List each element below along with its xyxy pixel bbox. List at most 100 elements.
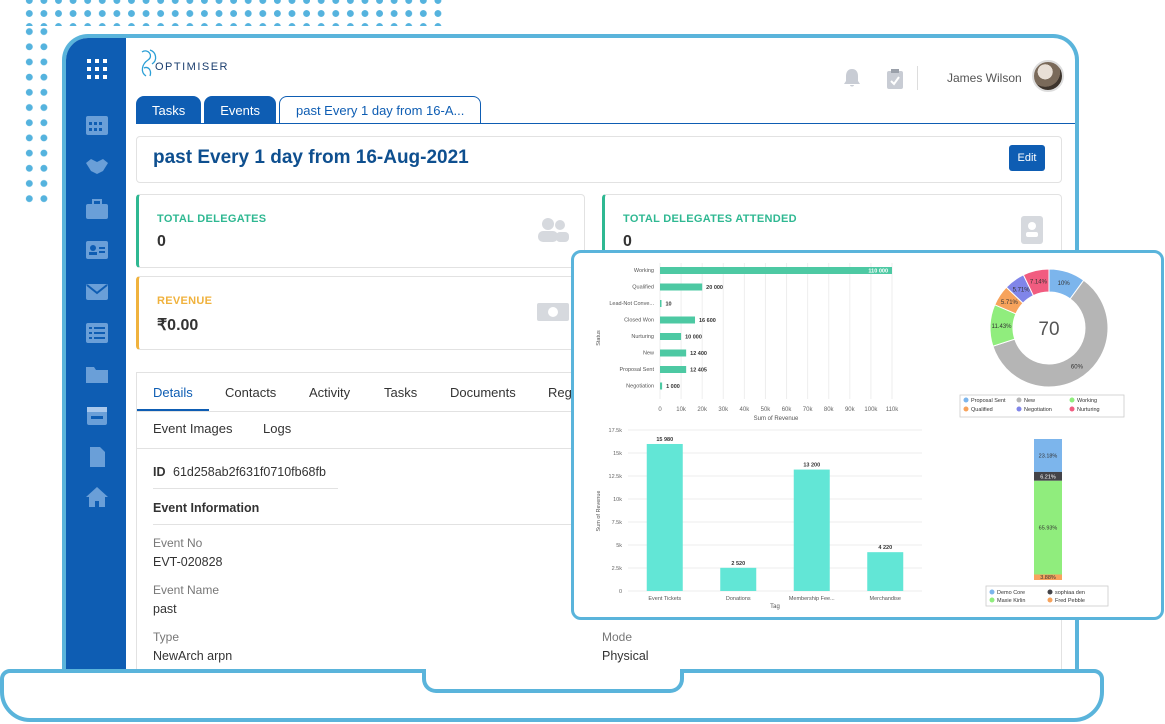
- bar: [660, 267, 892, 274]
- y-tick-label: 10k: [613, 497, 622, 503]
- tab-logs[interactable]: Logs: [263, 421, 292, 436]
- tab-contacts[interactable]: Contacts: [225, 385, 277, 400]
- contact-card-icon[interactable]: [84, 239, 110, 261]
- event-information-heading: Event Information: [153, 501, 260, 515]
- tab-details[interactable]: Details: [153, 385, 193, 400]
- bar: [660, 316, 696, 324]
- tab-current-event[interactable]: past Every 1 day from 16-A...: [278, 96, 482, 124]
- total-delegates-card: TOTAL DELEGATES 0: [136, 194, 585, 268]
- legend-label: Proposal Sent: [971, 398, 1006, 404]
- list-icon[interactable]: [84, 322, 110, 344]
- tab-events[interactable]: Events: [204, 96, 276, 124]
- slice-label: 10%: [1058, 281, 1071, 287]
- tab-tasks-detail[interactable]: Tasks: [384, 385, 418, 400]
- calendar-icon[interactable]: [84, 113, 110, 135]
- legend-label: Maxie Kirlin: [997, 598, 1025, 604]
- laptop-base-notch: [422, 669, 684, 693]
- legend-marker: [1047, 589, 1053, 595]
- mail-icon[interactable]: [84, 281, 110, 303]
- home-icon[interactable]: [84, 486, 110, 508]
- category-label: Merchandise: [870, 596, 902, 602]
- dashboard-charts: 0 10k 20k 30k 40k 50k 60k 70k 80k 90k 100k 110k Work…: [596, 263, 1125, 610]
- bar: [660, 349, 687, 357]
- event-name-value: past: [153, 602, 177, 616]
- briefcase-icon[interactable]: [84, 198, 110, 220]
- category-label: Donations: [726, 596, 751, 602]
- segment-label: 23.18%: [1039, 453, 1058, 459]
- tab-event-images[interactable]: Event Images: [153, 421, 233, 436]
- logo-text: OPTIMISER: [155, 61, 230, 73]
- legend-marker: [1069, 406, 1075, 412]
- x-tick-label: 70k: [803, 407, 814, 413]
- legend-marker: [1069, 397, 1075, 403]
- legend-label: Working: [1077, 398, 1097, 404]
- data-label: 110 000: [868, 269, 888, 275]
- donut-legend-box: [959, 394, 1125, 418]
- status-revenue-chart: 0 10k 20k 30k 40k 50k 60k 70k 80k 90k 100k 110k Work…: [596, 263, 899, 422]
- legend-label: Demo Core: [997, 590, 1025, 596]
- user-name[interactable]: James Wilson: [947, 71, 1022, 85]
- edit-button[interactable]: Edit: [1009, 145, 1045, 171]
- mode-value: Physical: [602, 649, 649, 663]
- details-panel: Details Contacts Activity Tasks Document…: [136, 372, 1062, 694]
- revenue-card: REVENUE ₹0.00: [136, 276, 585, 350]
- bell-icon[interactable]: [842, 68, 862, 88]
- task-clipboard-icon[interactable]: [886, 68, 904, 90]
- x-tick-label: 80k: [824, 407, 835, 413]
- data-label: 2 520: [731, 561, 745, 567]
- donut-slice: [992, 279, 1109, 388]
- y-axis-title: Status: [596, 330, 602, 346]
- folder-icon[interactable]: [84, 363, 110, 385]
- bar: [720, 567, 757, 591]
- page-title: past Every 1 day from 16-Aug-2021: [153, 147, 469, 168]
- type-value: NewArch arpn: [153, 649, 233, 663]
- legend-label: sophiaa den: [1055, 590, 1085, 596]
- decorative-dots-left: [22, 26, 52, 208]
- dashboard-overlay: 0 10k 20k 30k 40k 50k 60k 70k 80k 90k 100k 110k Work…: [571, 250, 1164, 620]
- handshake-icon[interactable]: [84, 155, 110, 177]
- category-label: Lead-Not Conve...: [609, 301, 654, 307]
- document-icon[interactable]: [84, 446, 110, 468]
- category-label: Negotiation: [626, 384, 654, 390]
- legend-label: Nurturing: [1077, 407, 1100, 413]
- tab-registrations[interactable]: Regi: [548, 385, 575, 400]
- category-label: Working: [634, 268, 654, 274]
- total-delegates-label: TOTAL DELEGATES: [157, 213, 267, 225]
- bar: [660, 366, 687, 373]
- bar: [660, 300, 662, 307]
- legend-marker: [1016, 406, 1022, 412]
- sidebar: [66, 38, 126, 694]
- legend-marker: [963, 406, 969, 412]
- legend-label: New: [1024, 398, 1035, 404]
- users-icon: [538, 218, 569, 242]
- donut-slice: [1022, 268, 1050, 297]
- apps-grid-icon[interactable]: [84, 58, 110, 80]
- tag-revenue-chart: 0 2.5k 5k 7.5k 10k 12.5k 15k 17.5k 15 980 Event T…: [596, 428, 922, 610]
- tab-documents[interactable]: Documents: [450, 385, 516, 400]
- data-label: 1 000: [666, 384, 680, 390]
- bar: [867, 552, 904, 591]
- title-card: past Every 1 day from 16-Aug-2021 Edit: [136, 136, 1062, 183]
- donut-center-value: 70: [1038, 319, 1059, 340]
- avatar[interactable]: [1032, 60, 1064, 92]
- slice-label: 5.71%: [1013, 288, 1031, 294]
- record-tabs: Tasks Events past Every 1 day from 16-A.…: [136, 96, 484, 124]
- optimiser-logo: [141, 49, 157, 77]
- slice-label: 60%: [1071, 364, 1084, 370]
- total-attended-label: TOTAL DELEGATES ATTENDED: [623, 213, 797, 225]
- stack-segment: [1034, 480, 1062, 575]
- event-calendar-icon[interactable]: [84, 404, 110, 426]
- contact-book-icon: [1021, 216, 1043, 244]
- x-tick-label: 20k: [697, 407, 708, 413]
- y-tick-label: 12.5k: [609, 474, 623, 480]
- data-label: 10 000: [685, 335, 702, 341]
- tab-activity[interactable]: Activity: [309, 385, 351, 400]
- status-donut-chart: 10% 60% 11.43% 5.71% 5.71% 7.14% 70 Proposal Se…: [959, 268, 1125, 418]
- data-label: 20 000: [706, 285, 723, 291]
- legend-marker: [1016, 397, 1022, 403]
- x-tick-label: 50k: [761, 407, 772, 413]
- tab-tasks[interactable]: Tasks: [136, 96, 202, 124]
- x-axis-title: Sum of Revenue: [754, 416, 799, 422]
- x-tick-label: 0: [658, 407, 662, 413]
- legend-marker: [989, 589, 995, 595]
